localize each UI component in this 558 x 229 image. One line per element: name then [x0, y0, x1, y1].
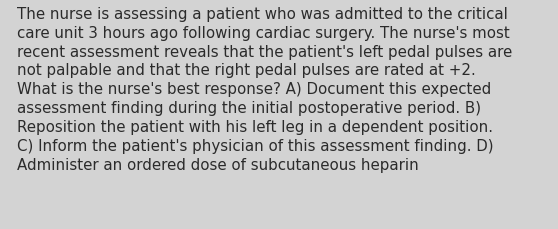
- Text: The nurse is assessing a patient who was admitted to the critical
care unit 3 ho: The nurse is assessing a patient who was…: [17, 7, 512, 172]
